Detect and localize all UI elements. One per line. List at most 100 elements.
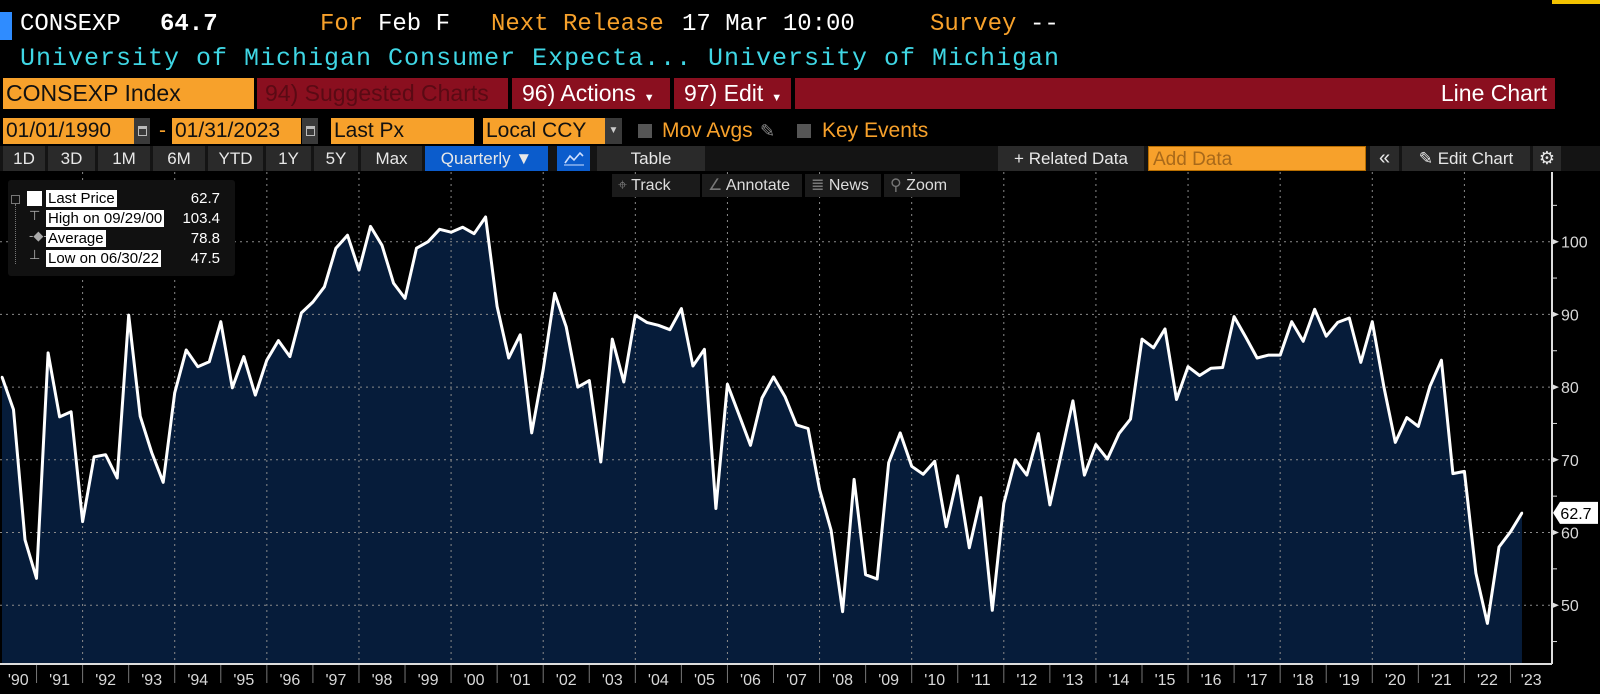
data-point — [749, 444, 752, 447]
period-6m[interactable]: 6M — [153, 146, 205, 171]
data-point — [565, 325, 568, 328]
data-point — [1348, 316, 1351, 320]
suggested-charts-button[interactable]: 94) Suggested Charts — [257, 78, 508, 109]
x-tick-label: '18 — [1293, 672, 1314, 689]
zoom-label: Zoom — [906, 177, 948, 194]
x-tick-label: '04 — [648, 672, 669, 689]
line-chart-icon[interactable] — [557, 146, 590, 171]
y-tick-label: 100 — [1561, 235, 1588, 252]
period-1d[interactable]: 1D — [3, 146, 45, 171]
data-point — [795, 423, 798, 427]
data-point — [668, 328, 672, 331]
data-point — [1175, 398, 1178, 401]
period-1y[interactable]: 1Y — [266, 146, 311, 171]
data-point — [415, 247, 418, 250]
edit-menu[interactable]: 97) Edit ▼ — [674, 78, 791, 109]
average-marker-icon: -◆- — [29, 228, 48, 243]
period-ytd[interactable]: YTD — [208, 146, 263, 171]
x-tick-label: '01 — [510, 672, 531, 689]
period-3d[interactable]: 3D — [48, 146, 95, 171]
news-button[interactable]: ≣ News — [805, 174, 881, 197]
add-data-input[interactable]: Add Data — [1148, 146, 1366, 171]
data-point — [1486, 622, 1489, 625]
period-5y[interactable]: 5Y — [314, 146, 358, 171]
ticker: CONSEXP — [20, 11, 121, 38]
data-point — [864, 573, 867, 576]
data-point — [242, 355, 246, 358]
legend-value: 62.7 — [190, 190, 220, 207]
legend-label: Average — [46, 230, 106, 247]
data-point — [829, 529, 833, 532]
currency-select[interactable]: Local CCY — [483, 118, 605, 144]
calendar-icon[interactable] — [302, 118, 318, 144]
data-point — [1405, 416, 1409, 419]
survey-value: -- — [1030, 11, 1059, 38]
data-point — [495, 305, 499, 308]
data-point — [1140, 337, 1144, 341]
data-point — [1186, 365, 1190, 368]
x-tick-label: '00 — [464, 672, 485, 689]
frequency-select[interactable]: Quarterly ▼ — [425, 146, 548, 171]
edit-chart-button[interactable]: ✎ Edit Chart — [1402, 146, 1530, 171]
data-point — [1451, 472, 1455, 475]
gear-icon[interactable]: ⚙ — [1533, 146, 1561, 171]
data-point — [403, 297, 407, 300]
x-tick-label: '95 — [233, 672, 254, 689]
legend-value: 78.8 — [190, 230, 220, 247]
currency-dropdown-icon[interactable]: ▼ — [605, 118, 622, 144]
key-events-checkbox[interactable] — [797, 124, 811, 138]
pencil-icon[interactable]: ✎ — [760, 121, 776, 141]
related-data-button[interactable]: + Related Data — [998, 146, 1144, 171]
chart-legend: ⊤ -◆- ⊥ Last Price 62.7 High on 09/29/00 1… — [8, 180, 235, 276]
data-point — [1290, 320, 1293, 323]
x-tick-label: '07 — [786, 672, 807, 689]
period-1m[interactable]: 1M — [98, 146, 150, 171]
mov-avgs-checkbox[interactable] — [638, 124, 652, 138]
legend-row-average: Average 78.8 — [46, 229, 228, 248]
key-events-label: Key Events — [822, 119, 929, 142]
calendar-icon[interactable] — [134, 118, 150, 144]
data-point — [311, 300, 315, 304]
security-input[interactable]: CONSEXP Index — [3, 78, 254, 109]
x-tick-label: '94 — [187, 672, 208, 689]
period-max[interactable]: Max — [361, 146, 422, 171]
track-button[interactable]: ⌖ Track — [612, 174, 700, 197]
legend-row-last-price: Last Price 62.7 — [46, 189, 228, 208]
data-point — [599, 460, 602, 464]
data-point — [806, 427, 810, 430]
data-point — [277, 339, 280, 342]
x-tick-label: '20 — [1385, 672, 1406, 689]
data-point — [208, 360, 211, 363]
data-point — [1440, 359, 1443, 362]
x-tick-label: '17 — [1247, 672, 1268, 689]
collapse-button[interactable]: « — [1370, 146, 1399, 171]
y-tick-label: 90 — [1561, 307, 1579, 324]
collapse-legend-icon[interactable] — [11, 195, 20, 204]
data-point — [323, 285, 326, 288]
x-tick-label: '19 — [1339, 672, 1360, 689]
data-point — [1198, 374, 1201, 377]
data-point — [1371, 320, 1374, 323]
x-tick-label: '93 — [141, 672, 162, 689]
data-point — [703, 348, 706, 351]
data-point — [162, 481, 165, 484]
table-button[interactable]: Table — [597, 146, 705, 171]
end-date-input[interactable]: 01/31/2023 — [172, 118, 301, 144]
field-select[interactable]: Last Px — [331, 118, 474, 144]
data-point — [1083, 473, 1086, 477]
data-point — [887, 461, 890, 464]
data-point — [369, 225, 372, 228]
x-tick-label: '90 — [8, 672, 29, 689]
data-point — [772, 375, 775, 379]
data-point — [553, 292, 556, 295]
legend-value: 103.4 — [182, 210, 220, 227]
chevron-down-icon: ▼ — [771, 92, 783, 104]
data-point — [1002, 502, 1006, 505]
data-point — [1255, 356, 1259, 360]
start-date-input[interactable]: 01/01/1990 — [3, 118, 134, 144]
annotate-button[interactable]: ∠ Annotate — [702, 174, 802, 197]
data-point — [1336, 321, 1339, 324]
actions-menu[interactable]: 96) Actions ▼ — [512, 78, 670, 109]
zoom-button[interactable]: ⚲ Zoom — [884, 174, 960, 197]
